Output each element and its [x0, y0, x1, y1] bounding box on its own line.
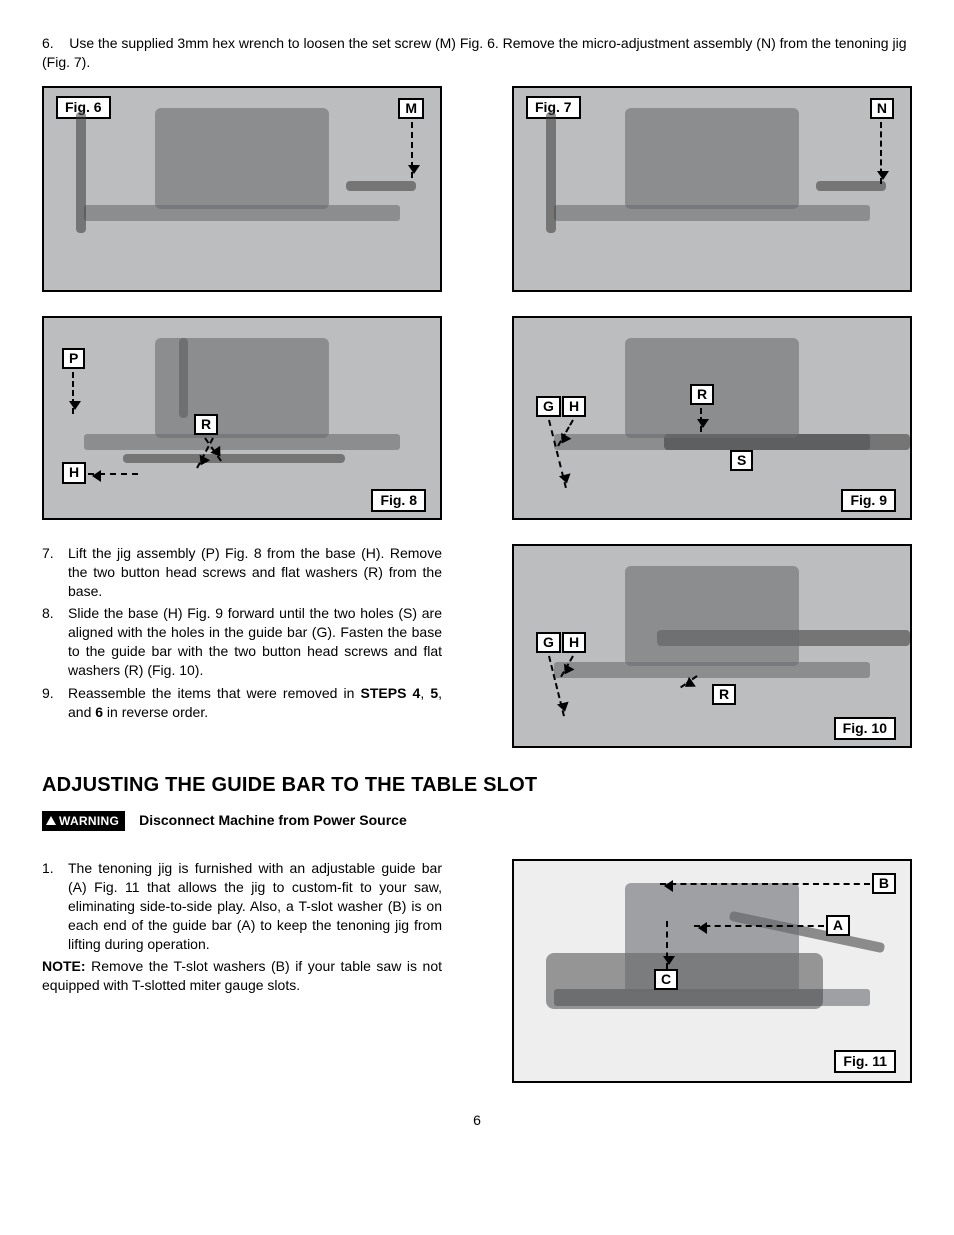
- figure-9: G H R S Fig. 9: [512, 316, 912, 520]
- figure-9-label: Fig. 9: [841, 489, 896, 512]
- callout-P: P: [62, 348, 85, 370]
- step-number: 7.: [42, 544, 68, 601]
- callout-B: B: [872, 873, 896, 895]
- step-text: The tenoning jig is furnished with an ad…: [68, 859, 442, 953]
- figure-8: P R H Fig. 8: [42, 316, 442, 520]
- arrow-icon: [880, 122, 882, 184]
- warning-triangle-icon: [46, 816, 56, 825]
- figure-10-label: Fig. 10: [834, 717, 896, 740]
- arrow-icon: [72, 372, 74, 414]
- callout-H: H: [62, 462, 86, 484]
- arrow-icon: [666, 921, 668, 969]
- steps-and-fig10: 7. Lift the jig assembly (P) Fig. 8 from…: [42, 544, 912, 748]
- steps-1-note: 1. The tenoning jig is furnished with an…: [42, 859, 442, 995]
- page-number: 6: [42, 1111, 912, 1130]
- arrow-icon: [700, 408, 702, 432]
- figure-6: Fig. 6 M: [42, 86, 442, 292]
- figure-11: B A C Fig. 11: [512, 859, 912, 1083]
- figure-row-6-7: Fig. 6 M Fig. 7 N: [42, 86, 912, 292]
- steps-and-fig11: 1. The tenoning jig is furnished with an…: [42, 859, 912, 1083]
- step-1: 1. The tenoning jig is furnished with an…: [42, 859, 442, 953]
- callout-R: R: [194, 414, 218, 436]
- step-text: Slide the base (H) Fig. 9 forward until …: [68, 604, 442, 680]
- step-number: 8.: [42, 604, 68, 680]
- note-lead: NOTE:: [42, 958, 86, 974]
- callout-M: M: [398, 98, 424, 120]
- step-text: Use the supplied 3mm hex wrench to loose…: [42, 35, 906, 70]
- arrow-icon: [88, 473, 138, 475]
- arrow-icon: [548, 420, 567, 488]
- step-text: Lift the jig assembly (P) Fig. 8 from th…: [68, 544, 442, 601]
- section-title: ADJUSTING THE GUIDE BAR TO THE TABLE SLO…: [42, 772, 912, 799]
- figure-10: G H R Fig. 10: [512, 544, 912, 748]
- steps-7-9: 7. Lift the jig assembly (P) Fig. 8 from…: [42, 544, 442, 726]
- step-7: 7. Lift the jig assembly (P) Fig. 8 from…: [42, 544, 442, 601]
- step-text: Reassemble the items that were removed i…: [68, 684, 442, 722]
- note: NOTE: Remove the T-slot washers (B) if y…: [42, 957, 442, 995]
- callout-R: R: [690, 384, 714, 406]
- figure-row-8-9: P R H Fig. 8 G H R S Fig. 9: [42, 316, 912, 520]
- callout-R: R: [712, 684, 736, 706]
- arrow-icon: [694, 925, 824, 927]
- step-8: 8. Slide the base (H) Fig. 9 forward unt…: [42, 604, 442, 680]
- step-number: 9.: [42, 684, 68, 722]
- callout-S: S: [730, 450, 753, 472]
- callout-C: C: [654, 969, 678, 991]
- step-9: 9. Reassemble the items that were remove…: [42, 684, 442, 722]
- arrow-icon: [660, 883, 870, 885]
- step-number: 6.: [42, 35, 54, 51]
- callout-N: N: [870, 98, 894, 120]
- arrow-icon: [560, 655, 574, 677]
- callout-G: G: [536, 396, 561, 418]
- warning-text: Disconnect Machine from Power Source: [139, 811, 407, 830]
- figure-7: Fig. 7 N: [512, 86, 912, 292]
- note-text: Remove the T-slot washers (B) if your ta…: [42, 958, 442, 993]
- callout-G: G: [536, 632, 561, 654]
- arrow-icon: [680, 675, 698, 688]
- figure-11-label: Fig. 11: [834, 1050, 896, 1073]
- arrow-icon: [411, 122, 413, 178]
- arrow-icon: [557, 419, 574, 446]
- warning-badge: WARNING: [42, 811, 125, 831]
- callout-H: H: [562, 632, 586, 654]
- warning-badge-text: WARNING: [59, 813, 119, 829]
- callout-H: H: [562, 396, 586, 418]
- warning-row: WARNING Disconnect Machine from Power So…: [42, 811, 912, 831]
- step-number: 1.: [42, 859, 68, 953]
- figure-8-label: Fig. 8: [371, 489, 426, 512]
- intro-step-6: 6. Use the supplied 3mm hex wrench to lo…: [42, 34, 912, 72]
- callout-A: A: [826, 915, 850, 937]
